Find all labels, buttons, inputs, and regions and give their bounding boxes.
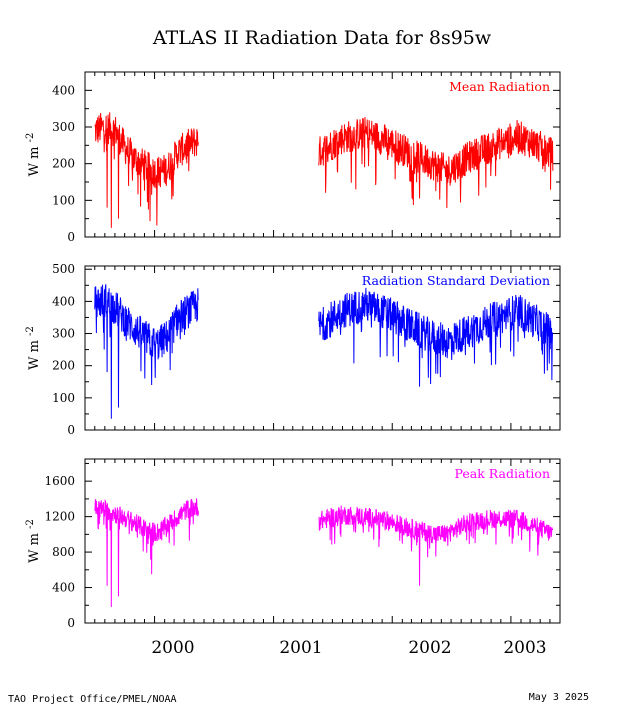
- y-tick-label: 0: [67, 230, 75, 244]
- series-legend: Radiation Standard Deviation: [362, 273, 550, 288]
- plot-frame: [84, 458, 561, 624]
- series-line: [94, 112, 199, 228]
- x-year-label: 2001: [279, 638, 322, 658]
- y-tick-label: 200: [52, 359, 75, 373]
- series-line: [94, 284, 199, 419]
- series-legend: Peak Radiation: [455, 466, 550, 481]
- panel-3: 0 400 800 1200 1600 W m -2 Peak Radiation 2000 2…: [25, 458, 561, 658]
- y-tick-label: 0: [67, 616, 75, 630]
- footer-date: May 3 2025: [529, 692, 589, 703]
- y-tick-label: 400: [52, 83, 75, 97]
- panel-1: 0 100 200 300 400 W m -2 Mean Radiation: [25, 71, 561, 244]
- y-tick-label: 800: [52, 545, 75, 559]
- plot-frame: [84, 265, 561, 431]
- x-year-label: 2003: [503, 638, 546, 658]
- series-line: [318, 287, 554, 387]
- series-line: [318, 117, 554, 208]
- y-axis-label: W m -2: [25, 133, 42, 177]
- y-axis-label: W m -2: [25, 519, 42, 563]
- y-axis-label: W m -2: [25, 326, 42, 370]
- y-tick-label: 100: [52, 193, 75, 207]
- y-tick-label: 400: [52, 294, 75, 308]
- panel-2: 0 100 200 300 400 500 W m -2 Radiation Standard…: [25, 262, 561, 437]
- series-legend: Mean Radiation: [449, 79, 550, 94]
- y-tick-label: 1200: [44, 510, 75, 524]
- y-tick-label: 300: [52, 120, 75, 134]
- x-year-label: 2002: [408, 638, 451, 658]
- y-tick-label: 0: [67, 423, 75, 437]
- chart-title: ATLAS II Radiation Data for 8s95w: [152, 27, 492, 49]
- series-line: [318, 505, 554, 586]
- y-tick-label: 1600: [44, 474, 75, 488]
- y-tick-label: 200: [52, 157, 75, 171]
- x-year-label: 2000: [151, 638, 194, 658]
- y-tick-label: 100: [52, 391, 75, 405]
- y-tick-label: 300: [52, 327, 75, 341]
- series-line: [94, 498, 199, 608]
- y-tick-label: 400: [52, 581, 75, 595]
- footer-credit: TAO Project Office/PMEL/NOAA: [8, 694, 177, 705]
- y-tick-label: 500: [52, 262, 75, 276]
